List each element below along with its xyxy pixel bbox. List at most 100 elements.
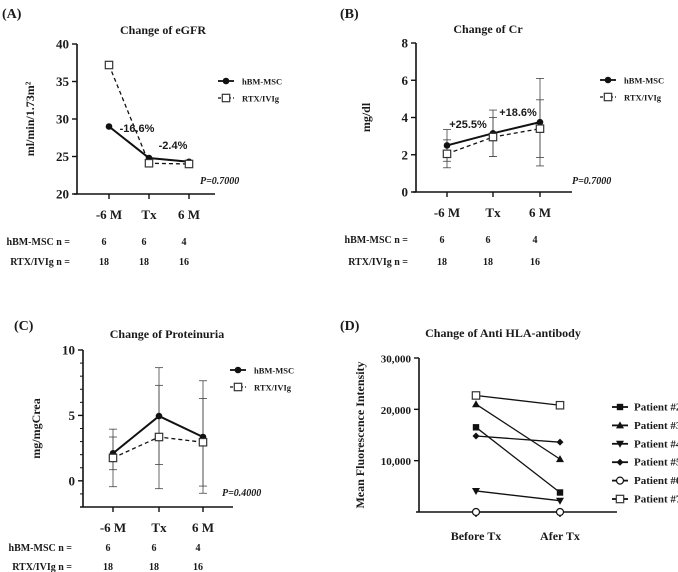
legend-label: hBM-MSC bbox=[242, 77, 282, 87]
chart-title: Change of eGFR bbox=[120, 23, 206, 37]
x-tick-label: -6 M bbox=[96, 207, 122, 222]
legend-marker bbox=[616, 440, 624, 448]
data-point bbox=[144, 158, 154, 168]
legend-marker bbox=[603, 92, 613, 102]
series-line bbox=[475, 490, 561, 502]
x-tick-label: Before Tx bbox=[451, 529, 502, 543]
data-point bbox=[472, 487, 480, 495]
n-row-label: hBM-MSC n = bbox=[345, 235, 409, 246]
data-point bbox=[471, 391, 481, 400]
y-tick-label: 25 bbox=[56, 149, 70, 164]
n-row-label: hBM-MSC n = bbox=[9, 543, 73, 554]
legend-label: RTX/IVIg bbox=[242, 94, 280, 104]
n-value: 18 bbox=[437, 257, 447, 268]
data-point bbox=[536, 118, 544, 126]
x-tick-label: -6 M bbox=[100, 520, 126, 535]
data-point bbox=[556, 489, 564, 496]
n-value: 18 bbox=[103, 562, 113, 572]
panel-b: (B) Change of Cr mg/dl 0 2 4 6 8 -6 M Tx 6 M hBM-MS… bbox=[340, 7, 664, 268]
y-tick-label: 5 bbox=[69, 408, 76, 423]
series-line bbox=[475, 394, 561, 406]
data-point bbox=[472, 432, 480, 440]
y-tick-label: 30 bbox=[56, 112, 69, 127]
p-value: P=0.7000 bbox=[572, 176, 611, 187]
legend-label: Patient #6 bbox=[634, 475, 678, 487]
panel-label: (B) bbox=[340, 7, 359, 22]
legend-label: Patient #5 bbox=[634, 457, 678, 469]
y-tick-label: 4 bbox=[402, 110, 409, 125]
x-tick-label: 6 M bbox=[192, 520, 214, 535]
y-tick-label: 20,000 bbox=[381, 405, 412, 417]
legend-marker bbox=[616, 421, 624, 429]
data-point bbox=[155, 412, 163, 420]
percent-change-annotation: -16.6% bbox=[120, 123, 155, 135]
y-tick-label: 0 bbox=[69, 473, 76, 488]
x-tick-label: 6 M bbox=[178, 207, 200, 222]
n-row-label: RTX/IVIg n = bbox=[10, 257, 70, 268]
n-row-label: RTX/IVIg n = bbox=[12, 562, 72, 572]
y-tick-label: 10 bbox=[62, 343, 75, 358]
y-axis-label: Mean Fluorescence Intensity bbox=[353, 361, 367, 508]
n-value: 6 bbox=[142, 237, 147, 248]
legend-marker bbox=[616, 403, 624, 411]
y-tick-label: 20 bbox=[56, 187, 69, 202]
p-value: P=0.7000 bbox=[200, 176, 239, 187]
legend-label: RTX/IVIg bbox=[624, 93, 662, 103]
data-point bbox=[105, 123, 113, 130]
n-value: 18 bbox=[99, 257, 109, 268]
panel-label: (C) bbox=[14, 319, 34, 334]
panel-label: (A) bbox=[2, 7, 22, 22]
n-value: 6 bbox=[440, 235, 445, 246]
legend-label: Patient #7 bbox=[634, 494, 678, 506]
x-tick-label: Tx bbox=[151, 520, 167, 535]
y-tick-label: 6 bbox=[402, 73, 409, 88]
panel-d: (D) Change of Anti HLA-antibody Mean Fluor… bbox=[340, 319, 678, 543]
x-tick-label: Tx bbox=[485, 205, 501, 220]
legend-marker bbox=[222, 77, 230, 85]
data-point bbox=[556, 497, 564, 505]
y-tick-label: 30,000 bbox=[381, 354, 412, 366]
series-line bbox=[475, 435, 561, 443]
chart-title: Change of Proteinuria bbox=[110, 327, 224, 341]
n-row-label: RTX/IVIg n = bbox=[348, 257, 408, 268]
y-tick-label: 2 bbox=[402, 147, 409, 162]
n-value: 6 bbox=[102, 237, 107, 248]
panel-c: (C) Change of Proteinuria mg/mgCrea 0 5 10 -6 … bbox=[9, 319, 295, 572]
chart-title: Change of Anti HLA-antibody bbox=[425, 326, 581, 340]
n-value: 16 bbox=[179, 257, 189, 268]
y-tick-label: 40 bbox=[56, 37, 69, 52]
y-tick-label: 8 bbox=[402, 36, 409, 51]
legend-label: Patient #4 bbox=[634, 438, 678, 450]
legend-label: hBM-MSC bbox=[624, 76, 664, 86]
y-axis-label: mg/mgCrea bbox=[29, 398, 43, 458]
n-value: 4 bbox=[196, 543, 201, 554]
data-point bbox=[198, 437, 208, 447]
data-point bbox=[555, 400, 565, 410]
n-value: 18 bbox=[149, 562, 159, 572]
y-tick-label: 10,000 bbox=[381, 456, 412, 468]
percent-change-annotation: -2.4% bbox=[159, 140, 188, 152]
x-tick-label: 6 M bbox=[529, 205, 551, 220]
data-point bbox=[108, 453, 118, 463]
n-value: 18 bbox=[483, 257, 493, 268]
legend-marker bbox=[233, 382, 243, 392]
y-axis-label: mg/dl bbox=[359, 102, 373, 132]
n-value: 18 bbox=[139, 257, 149, 268]
n-value: 6 bbox=[106, 543, 111, 554]
data-point bbox=[488, 132, 498, 142]
data-point bbox=[555, 507, 565, 517]
y-tick-label: 0 bbox=[402, 185, 409, 200]
n-value: 16 bbox=[530, 257, 540, 268]
chart-title: Change of Cr bbox=[453, 22, 523, 36]
data-point bbox=[184, 159, 194, 169]
data-point bbox=[556, 438, 564, 446]
data-point bbox=[471, 507, 481, 517]
x-tick-label: -6 M bbox=[434, 205, 460, 220]
n-value: 6 bbox=[486, 235, 491, 246]
legend-marker bbox=[615, 494, 625, 504]
legend-marker bbox=[616, 458, 624, 466]
legend-label: Patient #2 bbox=[634, 402, 678, 414]
n-value: 16 bbox=[193, 562, 203, 572]
x-tick-label: Tx bbox=[141, 207, 157, 222]
